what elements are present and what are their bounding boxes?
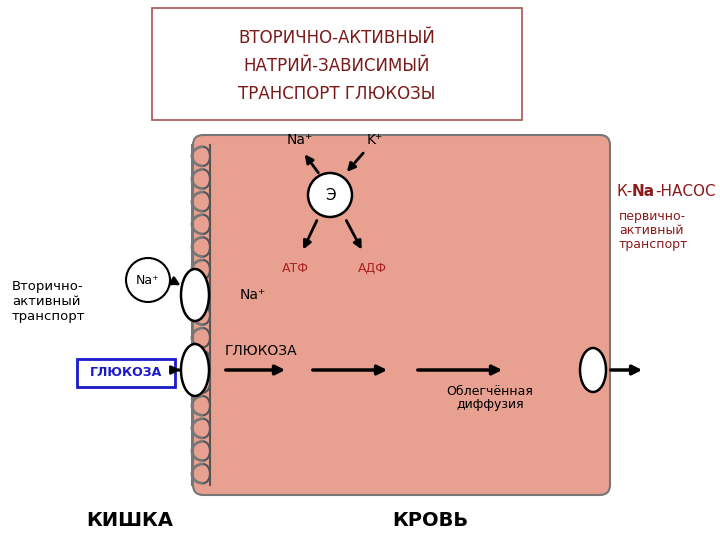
Text: ГЛЮКОЗА: ГЛЮКОЗА: [90, 367, 162, 380]
Text: АТФ: АТФ: [282, 262, 308, 275]
Text: диффузия: диффузия: [456, 398, 524, 411]
Text: ТРАНСПОРТ ГЛЮКОЗЫ: ТРАНСПОРТ ГЛЮКОЗЫ: [238, 85, 436, 103]
Circle shape: [308, 173, 352, 217]
Text: первично-: первично-: [619, 210, 686, 223]
Text: активный: активный: [619, 224, 683, 237]
Ellipse shape: [181, 269, 209, 321]
Text: КРОВЬ: КРОВЬ: [392, 510, 468, 530]
Text: транспорт: транспорт: [619, 238, 688, 251]
FancyBboxPatch shape: [77, 359, 175, 387]
Text: НАТРИЙ-ЗАВИСИМЫЙ: НАТРИЙ-ЗАВИСИМЫЙ: [244, 57, 431, 75]
Text: Облегчённая: Облегчённая: [446, 385, 534, 398]
Text: Na: Na: [632, 185, 655, 199]
Text: Na⁺: Na⁺: [287, 133, 313, 147]
Ellipse shape: [580, 348, 606, 392]
Text: ГЛЮКОЗА: ГЛЮКОЗА: [225, 344, 297, 358]
Circle shape: [126, 258, 170, 302]
Bar: [203, 155, 233, 475]
Text: ВТОРИЧНО-АКТИВНЫЙ: ВТОРИЧНО-АКТИВНЫЙ: [238, 29, 436, 47]
Text: -НАСОС: -НАСОС: [655, 185, 716, 199]
Text: K⁺: K⁺: [367, 133, 383, 147]
Text: Na⁺: Na⁺: [240, 288, 266, 302]
Text: АДФ: АДФ: [358, 262, 387, 275]
Text: КИШКА: КИШКА: [86, 510, 174, 530]
Text: Вторично-: Вторично-: [12, 280, 84, 293]
FancyBboxPatch shape: [152, 8, 522, 120]
Text: активный: активный: [12, 295, 81, 308]
Ellipse shape: [181, 344, 209, 396]
FancyBboxPatch shape: [193, 135, 610, 495]
Text: Na⁺: Na⁺: [136, 273, 160, 287]
Text: Э: Э: [325, 188, 336, 204]
Text: К-: К-: [617, 185, 634, 199]
Text: транспорт: транспорт: [12, 310, 86, 323]
